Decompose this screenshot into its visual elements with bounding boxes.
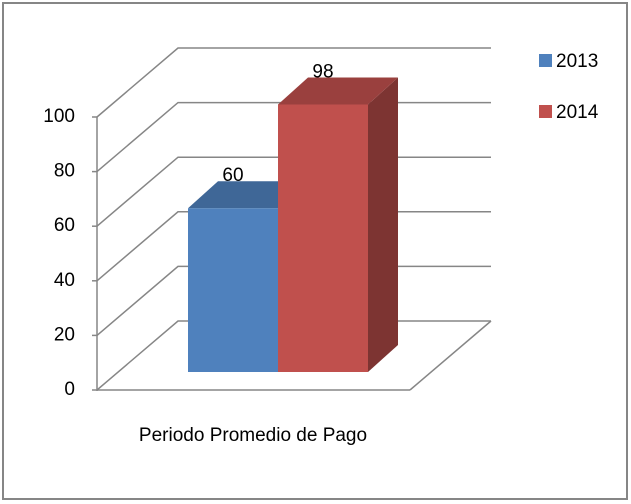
y-tick-label: 80 [54,161,75,182]
data-label: 98 [312,61,333,82]
bar-top [278,77,398,105]
grid-line [96,47,491,118]
y-tick-label: 60 [54,215,75,236]
data-label: 60 [222,165,243,186]
y-tick-label: 20 [54,324,75,345]
x-tick-label: Periodo Promedio de Pago [138,425,368,446]
bar [278,77,398,373]
y-tick-label: 100 [43,106,75,127]
legend-label: 2013 [556,51,598,72]
bar-front [278,104,368,373]
y-tick-label: 0 [64,379,75,400]
floor-line [409,320,492,391]
y-tick-label: 40 [54,270,75,291]
legend-swatch [539,54,552,67]
bar-front [188,208,278,372]
legend-swatch [539,105,552,118]
bar-side [368,77,398,373]
legend-label: 2014 [556,102,599,123]
